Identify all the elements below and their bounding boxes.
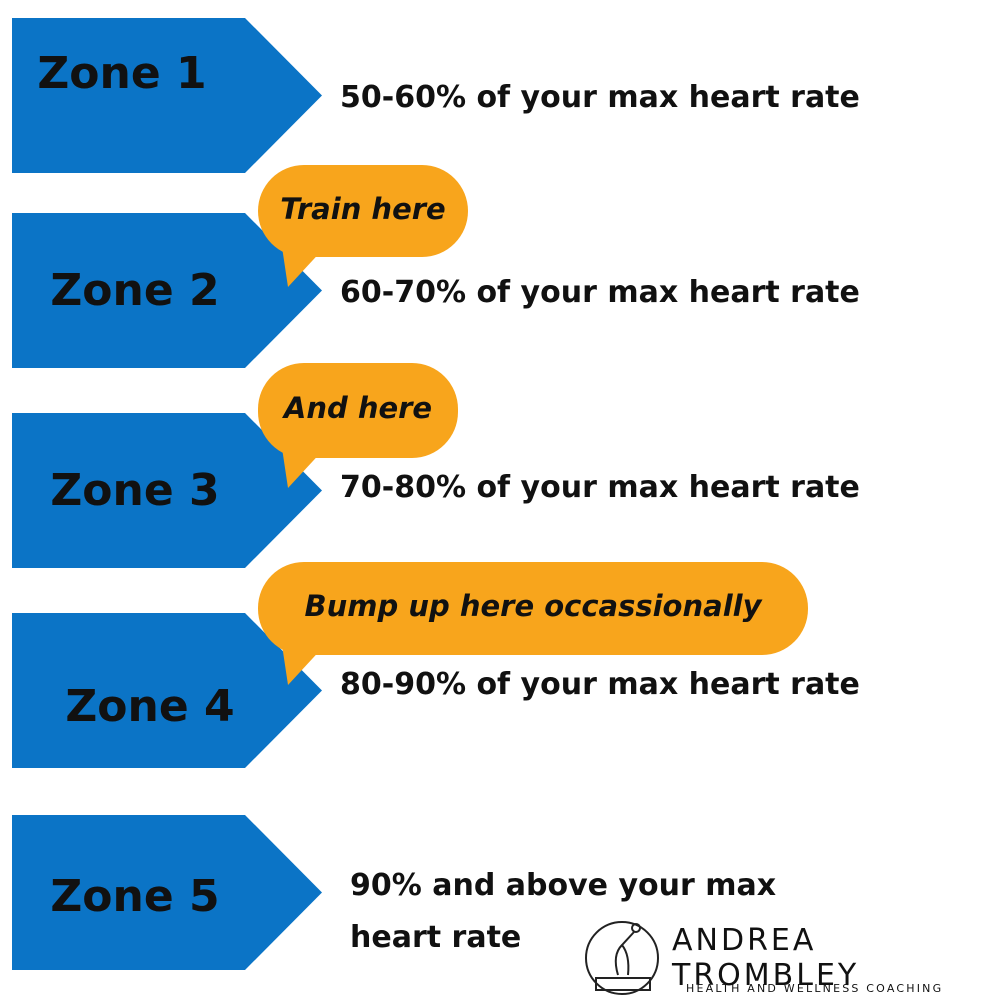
- zone-arrow: [12, 18, 322, 173]
- callout-bubble: [258, 562, 808, 655]
- zone-description: 60-70% of your max heart rate: [340, 275, 860, 310]
- callout-tail: [282, 448, 325, 488]
- logo-icon: [585, 921, 659, 995]
- zone-description: 70-80% of your max heart rate: [340, 470, 860, 505]
- zone-label: Zone 1: [37, 48, 207, 99]
- zone-label: Zone 4: [65, 681, 235, 732]
- zone-description: 50-60% of your max heart rate: [340, 80, 860, 115]
- callout-tail: [282, 645, 325, 685]
- zone-label: Zone 3: [50, 465, 220, 516]
- zone-arrow: [12, 413, 322, 568]
- zone-description: 80-90% of your max heart rate: [340, 667, 860, 702]
- zone-arrow: [12, 613, 322, 768]
- zone-label: Zone 2: [50, 265, 220, 316]
- logo-tagline: HEALTH AND WELLNESS COACHING: [686, 981, 944, 995]
- callout-text: Bump up here occassionally: [304, 589, 762, 623]
- callout-text: And here: [283, 391, 433, 425]
- zone-description: 90% and above your max heart rate: [350, 868, 777, 955]
- zone-arrow: [12, 213, 322, 368]
- callout-text: Train here: [280, 191, 446, 226]
- callout-tail: [282, 247, 325, 287]
- callout-bubble: [258, 363, 458, 458]
- zone-label: Zone 5: [50, 871, 220, 922]
- callout-bubble: [258, 165, 468, 257]
- logo-name: ANDREA TROMBLEY: [672, 923, 860, 993]
- zone-arrow: [12, 815, 322, 970]
